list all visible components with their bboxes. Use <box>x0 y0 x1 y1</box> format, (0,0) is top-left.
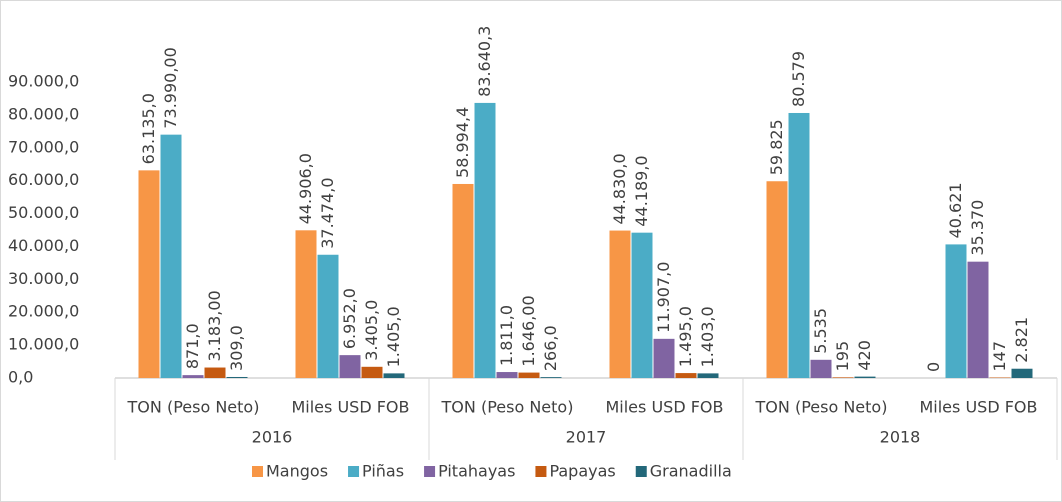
data-label: 871,0 <box>183 323 202 369</box>
data-label: 1.405,0 <box>384 306 403 367</box>
data-label: 44.906,0 <box>296 153 315 224</box>
x-tick-label: Miles USD FOB <box>605 398 723 417</box>
bar <box>1011 368 1033 378</box>
legend-swatch <box>535 466 547 477</box>
bar <box>204 367 226 378</box>
bar <box>160 134 182 378</box>
bar <box>766 181 788 378</box>
data-label: 3.405,0 <box>362 300 381 361</box>
data-label: 420 <box>855 340 874 371</box>
y-tick-label: 30.000,0 <box>8 269 79 288</box>
data-label: 0 <box>924 362 943 372</box>
x-tick-label: TON (Peso Neto) <box>441 398 574 417</box>
data-label: 40.621 <box>946 182 965 238</box>
data-label: 80.579 <box>789 51 808 107</box>
legend-label: Pitahayas <box>438 462 515 481</box>
data-label: 44.189,0 <box>632 155 651 226</box>
bar <box>945 244 967 378</box>
y-tick-label: 80.000,0 <box>8 104 79 123</box>
bar <box>452 183 474 378</box>
y-tick-label: 40.000,0 <box>8 236 79 255</box>
group-label: 2018 <box>880 428 921 447</box>
legend-label: Papayas <box>549 462 615 481</box>
y-tick-label: 10.000,0 <box>8 335 79 354</box>
data-label: 37.474,0 <box>318 178 337 249</box>
data-label: 6.952,0 <box>340 288 359 349</box>
bar <box>518 372 540 378</box>
y-tick-label: 50.000,0 <box>8 203 79 222</box>
data-label: 44.830,0 <box>610 153 629 224</box>
data-label: 58.994,4 <box>453 107 472 178</box>
bar <box>474 102 496 378</box>
y-tick-label: 60.000,0 <box>8 170 79 189</box>
data-label: 73.990,00 <box>161 47 180 128</box>
bar <box>138 170 160 378</box>
legend-label: Granadilla <box>650 462 732 481</box>
data-label: 2.821 <box>1012 317 1031 363</box>
y-tick-label: 90.000,0 <box>8 72 79 91</box>
bar <box>810 359 832 378</box>
bar <box>697 373 719 378</box>
y-tick-label: 0,0 <box>8 368 33 387</box>
bar <box>496 372 518 378</box>
bar <box>339 355 361 378</box>
bar <box>631 232 653 378</box>
data-label: 1.495,0 <box>676 306 695 367</box>
x-tick-label: Miles USD FOB <box>291 398 409 417</box>
bar <box>295 230 317 378</box>
y-tick-label: 70.000,0 <box>8 137 79 156</box>
y-tick-label: 20.000,0 <box>8 302 79 321</box>
legend-label: Piñas <box>362 462 404 481</box>
bar <box>653 338 675 378</box>
bar <box>675 373 697 378</box>
data-label: 309,0 <box>227 325 246 371</box>
legend-label: Mangos <box>266 462 328 481</box>
data-label: 195 <box>833 341 852 372</box>
bar <box>361 366 383 378</box>
x-tick-label: TON (Peso Neto) <box>755 398 888 417</box>
group-label: 2017 <box>566 428 607 447</box>
x-tick-label: TON (Peso Neto) <box>127 398 260 417</box>
data-label: 63.135,0 <box>139 93 158 164</box>
data-label: 1.646,00 <box>519 295 538 366</box>
bar <box>182 375 204 378</box>
bar <box>788 112 810 378</box>
legend-swatch <box>252 466 263 477</box>
bar <box>609 230 631 378</box>
data-label: 5.535 <box>811 308 830 354</box>
data-label: 3.183,00 <box>205 290 224 361</box>
legend-swatch <box>348 466 360 477</box>
bar <box>317 254 339 378</box>
data-label: 35.370 <box>968 200 987 256</box>
bar <box>832 377 854 378</box>
bar <box>967 261 989 378</box>
bar <box>383 373 405 378</box>
legend-swatch <box>635 466 647 477</box>
group-label: 2016 <box>252 428 293 447</box>
data-label: 147 <box>990 341 1009 372</box>
data-label: 266,0 <box>541 325 560 371</box>
data-label: 11.907,0 <box>654 262 673 333</box>
bar <box>226 376 248 378</box>
data-label: 1.403,0 <box>698 306 717 367</box>
data-label: 59.825 <box>767 119 786 175</box>
legend-swatch <box>424 466 436 477</box>
data-label: 1.811,0 <box>497 305 516 366</box>
bar <box>854 376 876 378</box>
x-tick-label: Miles USD FOB <box>919 398 1037 417</box>
data-label: 83.640,3 <box>475 26 494 97</box>
bar <box>540 377 562 378</box>
